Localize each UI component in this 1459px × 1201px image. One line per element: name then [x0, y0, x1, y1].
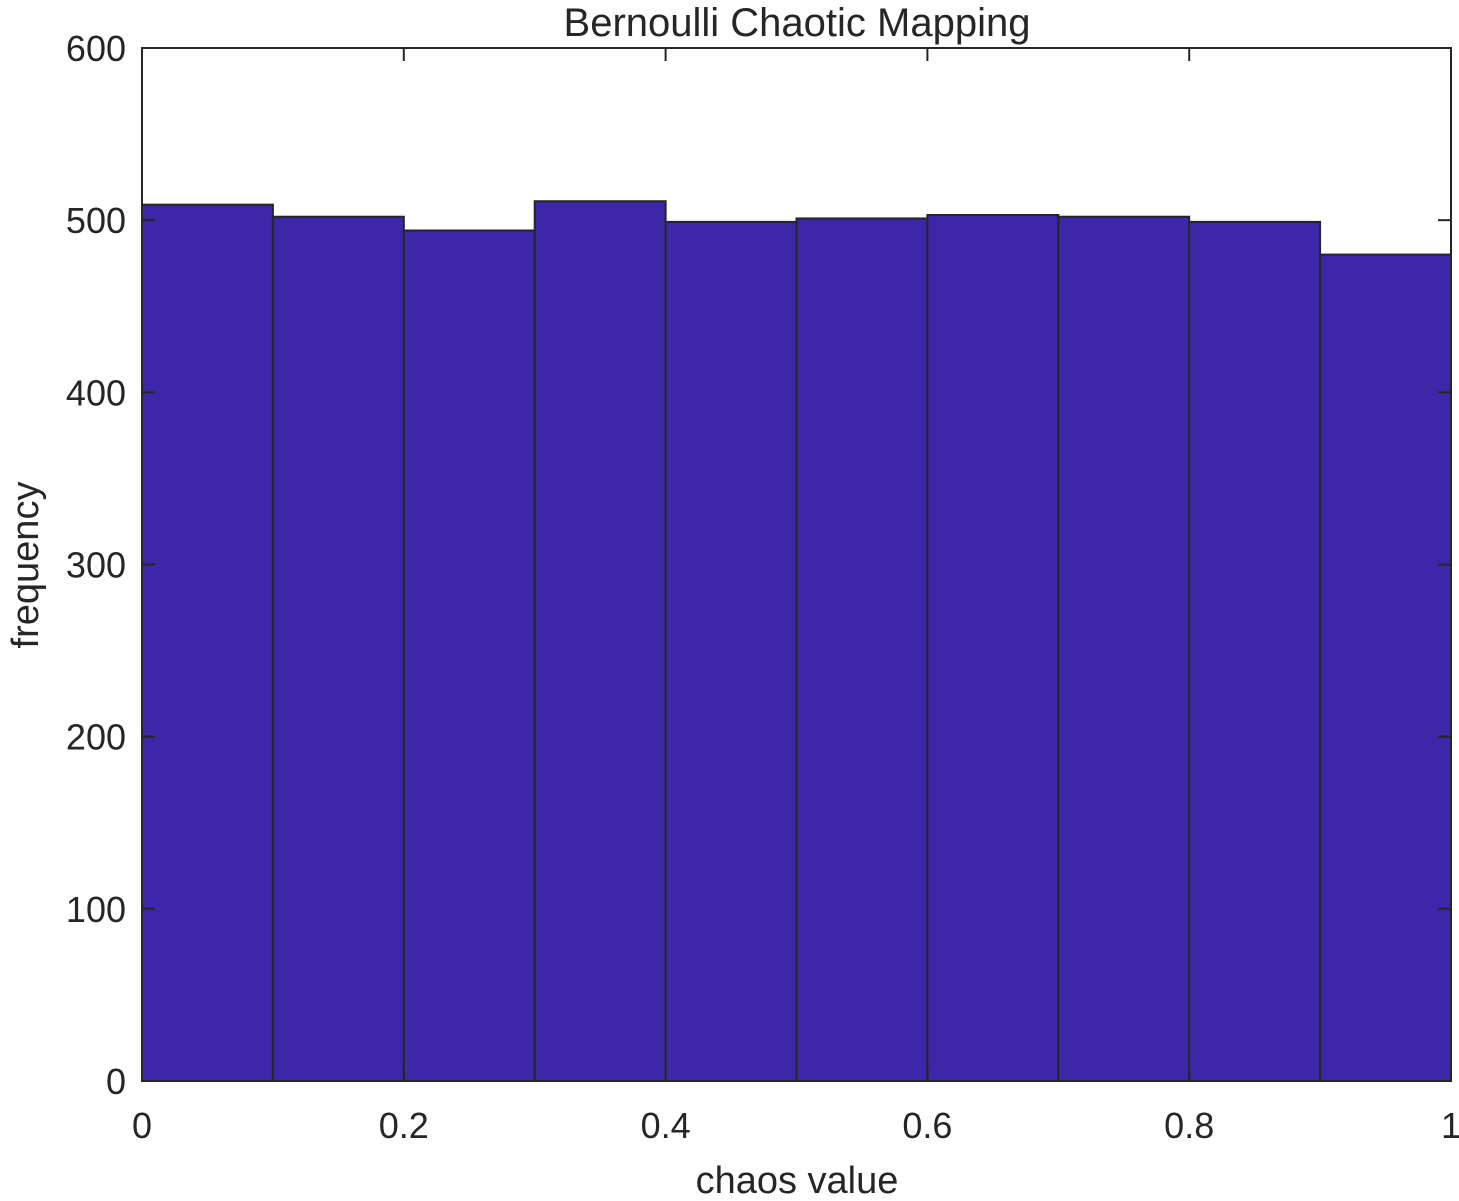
- histogram-bar-6: [795, 217, 929, 1082]
- histogram-bar-8: [1057, 215, 1191, 1082]
- histogram-bar-10: [1319, 253, 1452, 1083]
- y-axis-label: frequency: [5, 482, 47, 649]
- ticks-group: [141, 47, 1452, 1082]
- tick-labels-group: 0 0.2 0.4 0.6 0.8 1 0 100 200 300 400 500 600: [66, 28, 1459, 1146]
- x-axis-label: chaos value: [696, 1160, 899, 1201]
- histogram-bar-9: [1188, 220, 1322, 1083]
- histogram-bar-1: [141, 203, 274, 1082]
- bars-group: [141, 200, 1452, 1083]
- y-tick-label: 200: [66, 717, 126, 758]
- y-tick-label: 300: [66, 545, 126, 586]
- y-tick-label: 400: [66, 372, 126, 413]
- histogram-bar-4: [533, 200, 667, 1082]
- x-tick-label: 0.6: [902, 1105, 952, 1146]
- histogram-bar-2: [271, 215, 405, 1082]
- chart-title: Bernoulli Chaotic Mapping: [564, 1, 1031, 45]
- y-tick-label: 0: [106, 1061, 126, 1102]
- y-tick-label: 600: [66, 28, 126, 69]
- histogram-bar-7: [926, 214, 1060, 1083]
- x-tick-label: 0.4: [641, 1105, 691, 1146]
- y-tick-label: 100: [66, 889, 126, 930]
- x-tick-label: 0.2: [379, 1105, 429, 1146]
- histogram-bar-3: [402, 229, 536, 1083]
- y-tick-label: 500: [66, 200, 126, 241]
- x-tick-label: 0.8: [1164, 1105, 1214, 1146]
- x-tick-label: 0: [132, 1105, 152, 1146]
- histogram-bar-5: [664, 220, 798, 1083]
- x-tick-label: 1: [1441, 1105, 1459, 1146]
